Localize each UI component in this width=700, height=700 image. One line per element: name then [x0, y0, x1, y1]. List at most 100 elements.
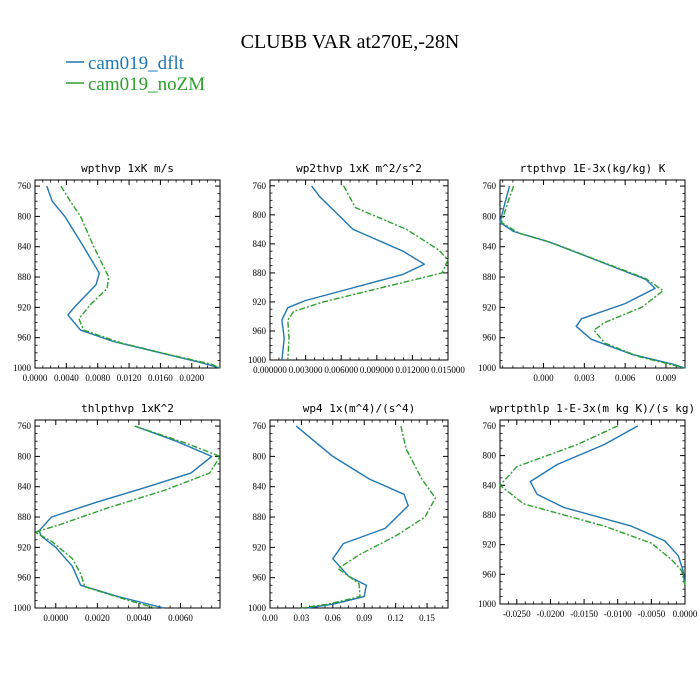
x-tick-label: 0.000000: [253, 365, 287, 375]
plot-frame: [499, 419, 686, 605]
series-line-cam019_noZM: [301, 425, 437, 609]
panel-title: wp4 1x(m^4)/(s^4): [303, 402, 416, 415]
y-tick-label: 760: [253, 181, 267, 191]
y-tick-label: 1000: [478, 363, 497, 373]
series-line-cam019_noZM: [60, 185, 221, 369]
x-tick-label: 0.0160: [148, 373, 173, 383]
x-tick-label: 0.009: [656, 373, 677, 383]
series-line-cam019_dflt: [46, 185, 221, 369]
y-tick-label: 760: [483, 181, 497, 191]
y-tick-label: 880: [253, 268, 267, 278]
panel-title: rtpthvp 1E-3x(kg/kg) K: [520, 162, 666, 175]
series-line-cam019_dflt: [529, 425, 686, 586]
x-tick-label: 0.15: [419, 613, 435, 623]
plot-frame: [499, 179, 686, 369]
y-tick-label: 840: [253, 239, 267, 249]
y-tick-label: 840: [483, 480, 497, 490]
y-tick-label: 960: [18, 573, 32, 583]
legend: cam019_dflt cam019_noZM: [66, 53, 205, 95]
series-line-cam019_noZM: [499, 425, 686, 586]
plot-frame: [269, 179, 449, 361]
y-tick-label: 800: [18, 211, 32, 221]
series-line-cam019_dflt: [281, 185, 425, 361]
y-tick-label: 760: [483, 421, 497, 431]
y-tick-label: 960: [253, 326, 267, 336]
x-tick-label: 0.0040: [127, 613, 152, 623]
y-tick-label: 960: [18, 333, 32, 343]
x-tick-label: 0.0000: [43, 613, 68, 623]
y-tick-label: 760: [253, 421, 267, 431]
series-line-cam019_noZM: [287, 185, 449, 361]
x-tick-label: 0.0080: [85, 373, 110, 383]
x-tick-label: 0.006000: [324, 365, 358, 375]
x-tick-label: 0.03: [294, 613, 310, 623]
y-tick-label: 920: [18, 542, 32, 552]
series-line-cam019_dflt: [499, 185, 686, 369]
y-tick-label: 920: [483, 540, 497, 550]
panel-title: thlpthvp 1xK^2: [81, 402, 174, 415]
x-tick-label: 0.000: [533, 373, 554, 383]
y-tick-label: 800: [483, 211, 497, 221]
x-tick-label: 0.0120: [117, 373, 142, 383]
panels: wpthvp 1xK m/s76080084088092096010000.00…: [13, 162, 698, 623]
y-tick-label: 1000: [478, 599, 497, 609]
y-tick-label: 800: [483, 451, 497, 461]
legend-label-dflt: cam019_dflt: [88, 53, 185, 74]
y-tick-label: 880: [18, 512, 32, 522]
x-tick-label: 0.009000: [360, 365, 394, 375]
y-tick-label: 840: [18, 242, 32, 252]
y-tick-label: 920: [253, 542, 267, 552]
x-tick-label: 0.00: [262, 613, 278, 623]
y-tick-label: 920: [483, 302, 497, 312]
x-tick-label: 0.0040: [54, 373, 79, 383]
y-tick-label: 800: [253, 451, 267, 461]
series-line-cam019_noZM: [500, 185, 686, 369]
y-tick-label: 1000: [13, 603, 32, 613]
y-tick-label: 800: [253, 210, 267, 220]
chart-panel-5: wp4 1x(m^4)/(s^4)76080084088092096010000…: [248, 402, 449, 623]
y-tick-label: 960: [253, 573, 267, 583]
x-tick-label: 0.12: [388, 613, 404, 623]
x-tick-label: 0.0000: [23, 373, 48, 383]
x-tick-label: 0.003000: [289, 365, 323, 375]
plot-frame: [34, 179, 221, 369]
x-tick-label: 0.06: [325, 613, 341, 623]
chart-panel-6: wprtpthlp 1-E-3x(m kg K)/(s kg) 760 800 840…: [478, 402, 698, 619]
x-tick-label: 0.0200: [179, 373, 204, 383]
y-tick-label: 800: [18, 451, 32, 461]
x-tick-label: 0.09: [356, 613, 372, 623]
y-tick-label: 840: [483, 242, 497, 252]
series-line-cam019_noZM: [34, 425, 221, 609]
x-tick-label: 0.0020: [85, 613, 110, 623]
y-tick-label: 880: [18, 272, 32, 282]
y-tick-label: 960: [483, 333, 497, 343]
y-tick-label: 1000: [248, 603, 267, 613]
x-tick-label: 0.015000: [431, 365, 465, 375]
x-tick-label: -0.0100: [604, 609, 632, 619]
x-tick-label: -0.0250: [503, 609, 531, 619]
x-tick-label: 0.003: [574, 373, 595, 383]
x-tick-label: 0.006: [615, 373, 636, 383]
chart-panel-4: thlpthvp 1xK^2 760 800 840 880 920 960 1000 0.00…: [13, 402, 221, 623]
y-tick-label: 920: [18, 302, 32, 312]
legend-label-nozm: cam019_noZM: [88, 74, 205, 95]
y-tick-label: 840: [18, 482, 32, 492]
y-tick-label: 760: [18, 181, 32, 191]
panel-title: wprtpthlp 1-E-3x(m kg K)/(s kg): [490, 402, 695, 415]
chart-panel-2: wp2thvp 1xK m^2/s^2 760 800 840 880 920 960 100…: [248, 162, 465, 375]
panel-title: wp2thvp 1xK m^2/s^2: [296, 162, 422, 175]
y-tick-label: 880: [483, 510, 497, 520]
y-tick-label: 1000: [13, 363, 32, 373]
x-tick-label: 0.0060: [168, 613, 193, 623]
plot-frame: [269, 419, 449, 609]
plot-frame: [34, 419, 221, 609]
y-tick-label: 1000: [248, 355, 267, 365]
y-tick-label: 760: [18, 421, 32, 431]
chart-panel-1: wpthvp 1xK m/s76080084088092096010000.00…: [13, 162, 221, 383]
x-tick-label: -0.0200: [537, 609, 565, 619]
x-tick-label: 0.0000: [673, 609, 698, 619]
x-tick-label: -0.0150: [570, 609, 598, 619]
panel-title: wpthvp 1xK m/s: [81, 162, 174, 175]
series-line-cam019_dflt: [295, 425, 409, 609]
